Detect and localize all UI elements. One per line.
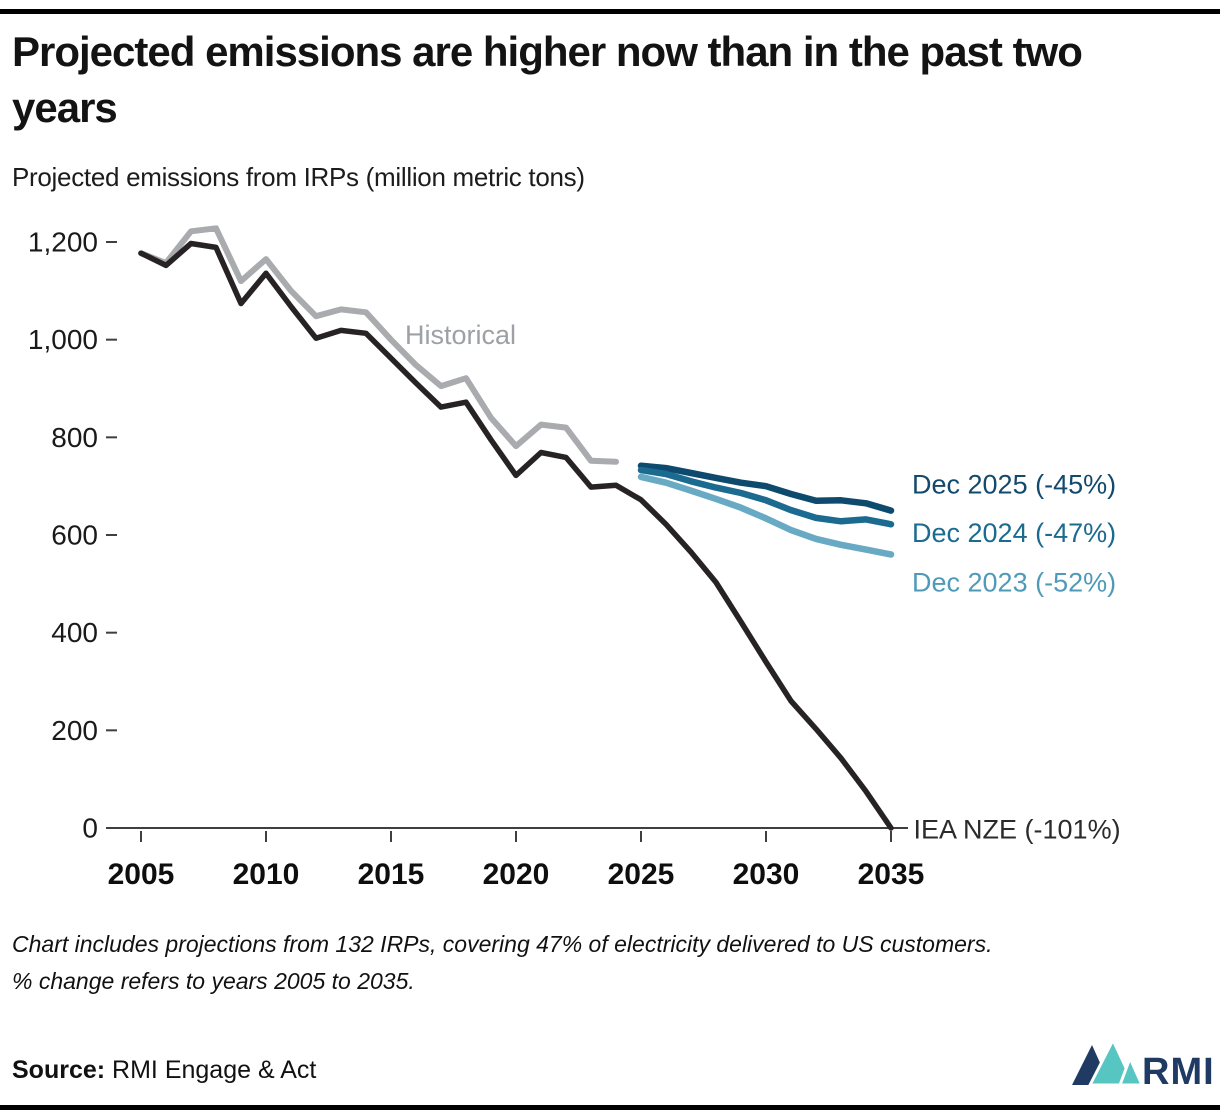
x-axis-label: 2035 — [858, 858, 925, 891]
x-axis-label: 2010 — [233, 858, 300, 891]
rmi-logo-text: RMI — [1142, 1051, 1215, 1090]
annotation-dec-2025: Dec 2025 (-45%) — [912, 469, 1116, 499]
series-line-historical — [138, 225, 619, 465]
emissions-line-chart: 0 200 400 600 800 1,000 1,200 2005 2010 2015 2020 2… — [28, 225, 1121, 891]
top-accent-bar — [0, 9, 1220, 14]
y-axis-label: 400 — [51, 617, 98, 648]
y-axis-label: 1,000 — [28, 324, 98, 355]
series-line-dec-2025-irp-projection — [637, 462, 895, 514]
series-line-reported-emissions-and-iea-nze-pathway — [138, 240, 894, 831]
x-axis-label: 2030 — [733, 858, 800, 891]
x-axis-label: 2005 — [108, 858, 175, 891]
source-value: RMI Engage & Act — [112, 1056, 317, 1084]
y-axis-label: 600 — [51, 520, 98, 551]
rmi-mountain-teal-small-icon — [1117, 1054, 1145, 1087]
footnote-coverage: Chart includes projections from 132 IRPs… — [12, 931, 993, 957]
x-axis-label: 2020 — [483, 858, 550, 891]
y-axis-label: 1,200 — [28, 227, 98, 258]
chart-subtitle: Projected emissions from IRPs (million m… — [12, 162, 585, 192]
x-axis-label: 2015 — [358, 858, 425, 891]
series-line-dec-2023-irp-projection — [637, 473, 895, 558]
footnote-percent-change: % change refers to years 2005 to 2035. — [12, 967, 415, 994]
annotation-dec-2023: Dec 2023 (-52%) — [912, 568, 1116, 598]
source-line: Source: RMI Engage & Act — [12, 1056, 316, 1085]
annotation-historical: Historical — [405, 320, 516, 350]
footnotes: Chart includes projections from 132 IRPs… — [12, 926, 992, 1000]
annotation-iea-nze: IEA NZE (-101%) — [914, 815, 1121, 845]
chart-title: Projected emissions are higher now than … — [12, 28, 1083, 131]
y-axis-label: 200 — [51, 715, 98, 746]
series-line-dec-2024-irp-projection — [637, 466, 895, 528]
source-label: Source: — [12, 1056, 106, 1084]
rmi-logo-icon: RMI — [1072, 1036, 1215, 1090]
bottom-accent-bar — [0, 1105, 1220, 1110]
y-axis-label: 0 — [82, 813, 98, 844]
annotation-dec-2024: Dec 2024 (-47%) — [912, 518, 1116, 548]
y-axis-label: 800 — [51, 422, 98, 453]
x-axis-label: 2025 — [608, 858, 675, 891]
